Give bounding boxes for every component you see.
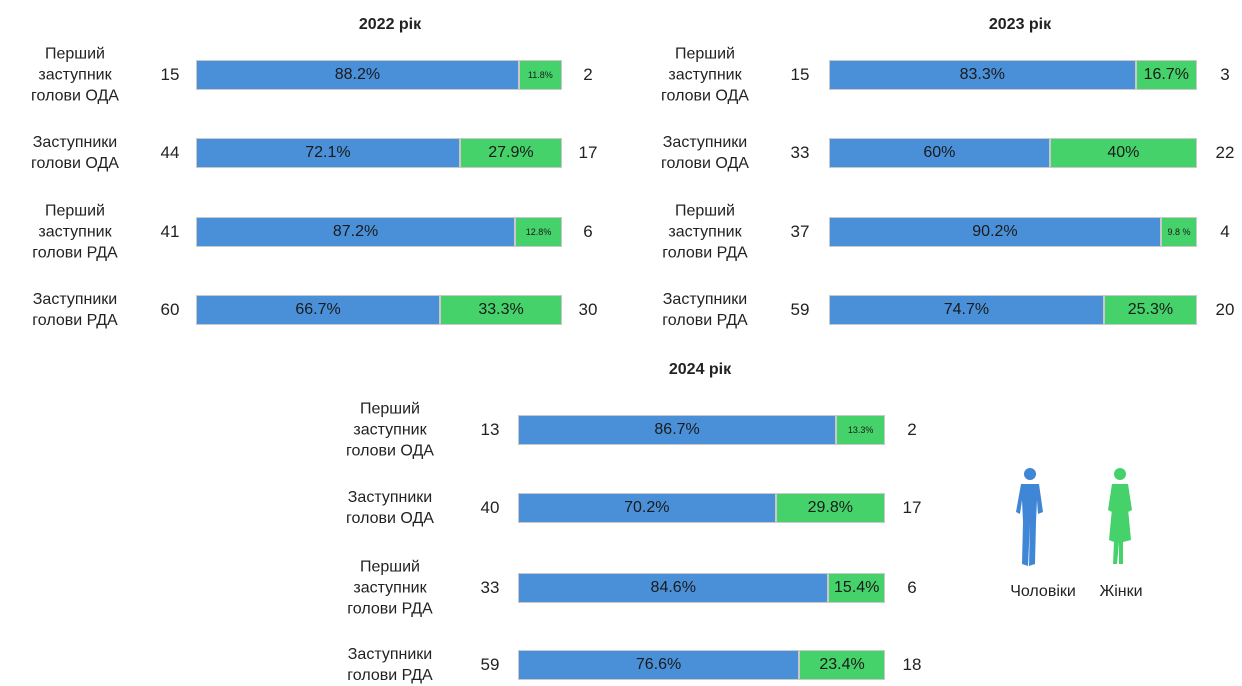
count-label: 60 bbox=[160, 300, 180, 319]
value-label: 29.8% bbox=[807, 499, 853, 516]
bar-segment: 9.8 % bbox=[1160, 217, 1197, 247]
value-label: 87.2% bbox=[332, 223, 379, 240]
count-label: 4 bbox=[1220, 222, 1230, 241]
bar-segment: 33.3% bbox=[440, 295, 562, 325]
value-label: 72.1% bbox=[305, 144, 351, 161]
category-label: Перший заступник голови РДА bbox=[662, 202, 748, 262]
count-label: 18 bbox=[902, 655, 922, 674]
count-label: 6 bbox=[583, 222, 593, 241]
category-label: Перший заступник голови ОДА bbox=[661, 45, 749, 105]
count-label: 59 bbox=[790, 300, 810, 319]
value-label: 88.2% bbox=[334, 66, 381, 83]
count-label: 37 bbox=[790, 222, 810, 241]
bar-segment: 23.4% bbox=[799, 650, 885, 680]
count-label: 3 bbox=[1220, 65, 1230, 84]
value-label: 84.6% bbox=[650, 579, 696, 596]
value-label: 90.2% bbox=[972, 223, 1018, 240]
count-label: 40 bbox=[480, 498, 500, 517]
bar-segment: 83.3% bbox=[829, 60, 1136, 90]
value-label: 76.6% bbox=[635, 656, 682, 673]
value-label: 60% bbox=[923, 144, 956, 161]
category-label: Заступники голови РДА bbox=[32, 291, 118, 329]
count-label: 2 bbox=[907, 420, 917, 439]
bar-segment: 84.6% bbox=[518, 573, 829, 603]
chart-title: 2023 рік bbox=[988, 16, 1052, 33]
value-label: 25.3% bbox=[1127, 301, 1174, 318]
category-label: Заступники голови РДА bbox=[662, 291, 748, 329]
count-label: 33 bbox=[480, 578, 500, 597]
bar-segment: 72.1% bbox=[196, 138, 460, 168]
count-label: 33 bbox=[790, 143, 810, 162]
bar-segment: 60% bbox=[829, 138, 1050, 168]
value-label: 27.9% bbox=[488, 144, 534, 161]
bar-segment: 66.7% bbox=[196, 295, 441, 325]
category-label: Перший заступник голови ОДА bbox=[346, 400, 434, 460]
bar-segment: 40% bbox=[1049, 138, 1197, 168]
bar-segment: 13.3% bbox=[836, 415, 885, 445]
value-label: 66.7% bbox=[295, 301, 341, 318]
value-label: 13.3% bbox=[847, 425, 874, 435]
bar-segment: 11.8% bbox=[518, 60, 562, 90]
count-label: 2 bbox=[583, 65, 593, 84]
count-label: 15 bbox=[160, 65, 180, 84]
count-label: 30 bbox=[578, 300, 598, 319]
count-label: 17 bbox=[578, 143, 598, 162]
bar-segment: 86.7% bbox=[518, 415, 837, 445]
legend-label: Жінки bbox=[1099, 583, 1143, 600]
value-label: 16.7% bbox=[1143, 66, 1189, 83]
count-label: 15 bbox=[790, 65, 810, 84]
bar-segment: 90.2% bbox=[829, 217, 1161, 247]
count-label: 6 bbox=[907, 578, 917, 597]
value-label: 15.4% bbox=[834, 579, 880, 596]
chart-title: 2024 рік bbox=[668, 361, 732, 378]
value-label: 23.4% bbox=[819, 656, 865, 673]
category-label: Перший заступник голови РДА bbox=[347, 558, 433, 618]
bar-segment: 25.3% bbox=[1103, 295, 1197, 325]
count-label: 20 bbox=[1215, 300, 1235, 319]
bar-segment: 87.2% bbox=[196, 217, 516, 247]
value-label: 33.3% bbox=[478, 301, 524, 318]
category-label: Заступники голови ОДА bbox=[31, 134, 119, 172]
value-label: 86.7% bbox=[654, 421, 700, 438]
male-figure bbox=[1016, 468, 1043, 566]
bar-segment: 29.8% bbox=[775, 493, 885, 523]
bar-segment: 74.7% bbox=[829, 295, 1104, 325]
category-label: Заступники голови ОДА bbox=[661, 134, 749, 172]
category-label: Заступники голови ОДА bbox=[346, 489, 434, 527]
bar-segment: 27.9% bbox=[459, 138, 562, 168]
count-label: 22 bbox=[1215, 143, 1235, 162]
count-label: 44 bbox=[160, 143, 180, 162]
bar-segment: 16.7% bbox=[1135, 60, 1197, 90]
value-label: 83.3% bbox=[959, 66, 1005, 83]
count-label: 13 bbox=[480, 420, 500, 439]
bar-segment: 15.4% bbox=[828, 573, 885, 603]
count-label: 41 bbox=[160, 222, 180, 241]
bar-segment: 76.6% bbox=[518, 650, 800, 680]
chart-title: 2022 рік bbox=[358, 16, 422, 33]
value-label: 12.8% bbox=[525, 227, 552, 237]
category-label: Перший заступник голови РДА bbox=[32, 202, 118, 262]
value-label: 11.8% bbox=[527, 70, 553, 80]
legend-label: Чоловіки bbox=[1010, 583, 1076, 600]
bar-segment: 12.8% bbox=[515, 217, 562, 247]
value-label: 70.2% bbox=[624, 499, 670, 516]
category-label: Перший заступник голови ОДА bbox=[31, 45, 119, 105]
bar-segment: 88.2% bbox=[196, 60, 519, 90]
value-label: 74.7% bbox=[943, 301, 990, 318]
value-label: 40% bbox=[1107, 144, 1140, 161]
count-label: 17 bbox=[902, 498, 922, 517]
category-label: Заступники голови РДА bbox=[347, 646, 433, 684]
bar-segment: 70.2% bbox=[518, 493, 776, 523]
count-label: 59 bbox=[480, 655, 500, 674]
female-figure bbox=[1108, 468, 1132, 564]
value-label: 9.8 % bbox=[1167, 227, 1191, 237]
